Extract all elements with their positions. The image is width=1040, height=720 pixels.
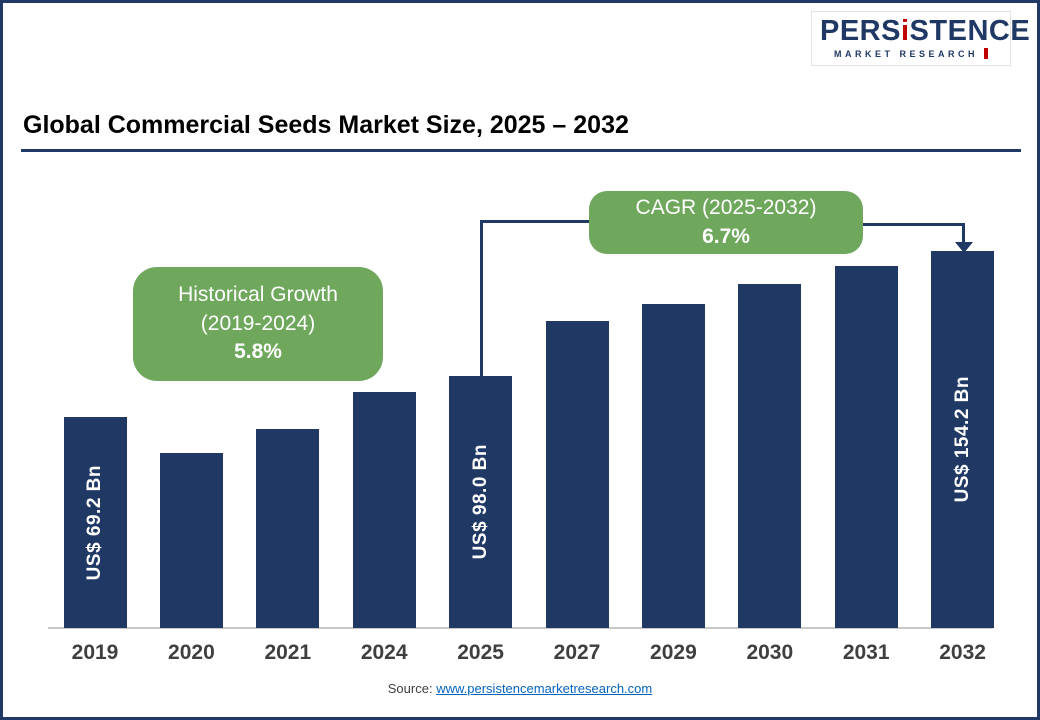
bar-2021 bbox=[256, 429, 320, 628]
logo-part2: STENCE bbox=[909, 15, 1031, 47]
x-axis-label-2019: 2019 bbox=[71, 641, 119, 664]
bar-2030 bbox=[738, 284, 802, 628]
bar-value-label-2019: US$ 69.2 Bn bbox=[84, 464, 105, 581]
page-title: Global Commercial Seeds Market Size, 202… bbox=[23, 111, 629, 139]
x-axis-label-2021: 2021 bbox=[264, 641, 312, 664]
x-axis-label-2030: 2030 bbox=[746, 641, 794, 664]
bar-2025: US$ 98.0 Bn bbox=[449, 376, 513, 628]
bar-value-label-2032: US$ 154.2 Bn bbox=[951, 376, 973, 503]
historical-growth-callout: Historical Growth (2019-2024) 5.8% bbox=[133, 267, 383, 381]
logo-part1: PERS bbox=[820, 15, 901, 47]
logo-accent-i: i bbox=[900, 15, 910, 47]
cagr-connector-left-vertical bbox=[480, 220, 483, 378]
cagr-callout: CAGR (2025-2032) 6.7% bbox=[589, 191, 863, 254]
pmr-logo-wordmark: PERSiSTENCE bbox=[820, 15, 1030, 47]
bar-chart: US$ 69.2 Bn 2019 2020 2021 2024 US$ 98.0 Bn 20… bbox=[3, 3, 1037, 717]
x-axis-label-2025: 2025 bbox=[457, 641, 504, 664]
bar-2032: US$ 154.2 Bn bbox=[931, 251, 995, 628]
x-axis-label-2029: 2029 bbox=[650, 641, 697, 664]
cagr-value: 6.7% bbox=[702, 224, 750, 248]
cagr-connector-right-horizontal bbox=[860, 223, 965, 226]
source-label: Source: bbox=[387, 681, 433, 696]
bar-value-label-2025: US$ 98.0 Bn bbox=[469, 444, 491, 560]
cagr-line1: CAGR (2025-2032) bbox=[635, 196, 817, 220]
cagr-connector-right-vertical bbox=[962, 223, 965, 243]
bar-2027 bbox=[545, 321, 609, 628]
x-axis-line bbox=[48, 627, 993, 629]
pmr-logo-subtitle: MARKET RESEARCH bbox=[833, 48, 978, 59]
pmr-logo-subtitle-row: MARKET RESEARCH bbox=[820, 48, 1002, 60]
source-link[interactable]: www.persistencemarketresearch.com bbox=[436, 681, 653, 696]
arrow-down-icon bbox=[955, 242, 973, 253]
cagr-connector-left-horizontal bbox=[480, 220, 592, 223]
bar-2024 bbox=[352, 392, 416, 628]
historical-growth-line2: (2019-2024) bbox=[200, 311, 316, 335]
x-axis-label-2031: 2031 bbox=[842, 641, 890, 664]
bar-2020 bbox=[159, 453, 223, 628]
bar-2029 bbox=[641, 304, 705, 628]
logo-red-bar-icon bbox=[984, 48, 988, 60]
bar-2019: US$ 69.2 Bn bbox=[63, 417, 127, 628]
title-divider bbox=[21, 149, 1021, 152]
historical-growth-line1: Historical Growth bbox=[178, 283, 338, 307]
source-line: Source: www.persistencemarketresearch.co… bbox=[3, 681, 1037, 696]
pmr-logo: PERSiSTENCE MARKET RESEARCH bbox=[811, 11, 1030, 67]
x-axis-label-2032: 2032 bbox=[939, 641, 986, 664]
x-axis-label-2020: 2020 bbox=[168, 641, 215, 664]
x-axis-label-2027: 2027 bbox=[553, 641, 601, 664]
bar-2031 bbox=[834, 266, 898, 628]
historical-growth-value: 5.8% bbox=[234, 340, 282, 364]
x-axis-label-2024: 2024 bbox=[360, 641, 408, 664]
